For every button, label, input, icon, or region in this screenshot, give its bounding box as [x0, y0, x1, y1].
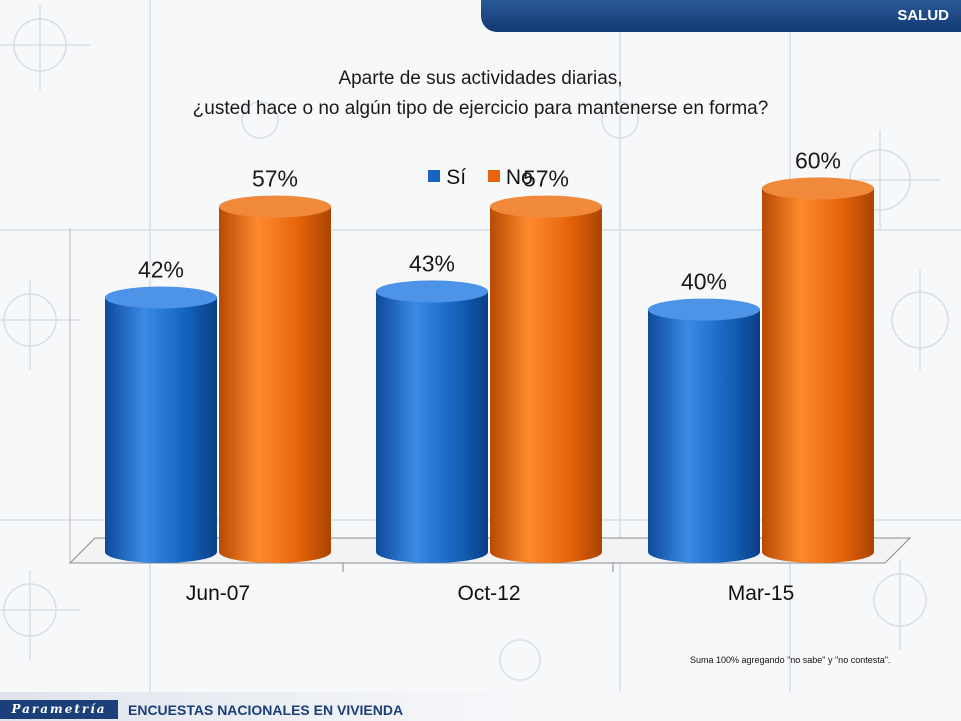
bar-si-Jun-07 — [105, 286, 217, 563]
legend-label-si: Sí — [446, 166, 467, 189]
footer-band — [0, 692, 961, 721]
bar-no-Mar-15 — [762, 177, 874, 563]
data-label-no-Oct-12: 57% — [523, 166, 569, 192]
bars — [105, 177, 874, 563]
section-tab: SALUD — [481, 0, 961, 32]
chart-legend: Sí No — [0, 166, 961, 190]
bar-no-Jun-07 — [219, 195, 331, 563]
legend-item-si: Sí — [428, 166, 466, 190]
bar-si-Oct-12 — [376, 280, 488, 563]
legend-swatch-si — [428, 170, 441, 182]
footer-title: ENCUESTAS NACIONALES EN VIVIENDA — [128, 702, 404, 718]
question-title: Aparte de sus actividades diarias, ¿uste… — [0, 64, 961, 124]
data-label-no-Mar-15: 60% — [795, 147, 841, 173]
data-label-no-Jun-07: 57% — [252, 166, 298, 192]
data-label-si-Jun-07: 42% — [138, 256, 184, 282]
data-label-si-Mar-15: 40% — [681, 269, 727, 295]
x-axis-labels: Jun-07 Oct-12 Mar-15 — [186, 563, 794, 605]
bar-si-Mar-15 — [648, 298, 760, 563]
legend-label-no: No — [505, 166, 533, 189]
legend-swatch-no — [487, 170, 500, 182]
footnote: Suma 100% agregando "no sabe" y "no cont… — [690, 655, 891, 665]
legend-item-no: No — [487, 166, 533, 190]
data-labels: 42% 57% 43% 57% 40% 60% — [138, 147, 841, 294]
footer-logo: Parametría — [0, 700, 118, 719]
x-tick-label-Mar-15: Mar-15 — [728, 582, 795, 605]
question-line-2: ¿usted hace o no algún tipo de ejercicio… — [192, 98, 769, 119]
data-label-si-Oct-12: 43% — [409, 250, 455, 276]
x-tick-label-Jun-07: Jun-07 — [186, 582, 250, 605]
x-tick-label-Oct-12: Oct-12 — [457, 582, 520, 605]
bar-no-Oct-12 — [490, 195, 602, 563]
question-line-1: Aparte de sus actividades diarias, — [338, 68, 623, 89]
